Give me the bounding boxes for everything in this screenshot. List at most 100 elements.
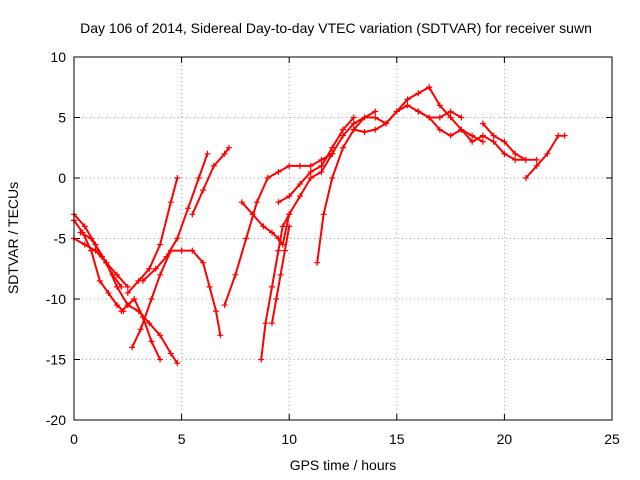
- data-point: [447, 108, 454, 115]
- plot-frame: [73, 56, 613, 421]
- data-point: [210, 162, 217, 169]
- data-point: [318, 168, 325, 175]
- data-point: [426, 84, 433, 91]
- x-tick-label: 5: [178, 431, 186, 447]
- data-point: [555, 132, 562, 139]
- series-line: [316, 110, 377, 264]
- data-point: [479, 132, 486, 139]
- data-point: [329, 175, 336, 181]
- x-tick-label: 20: [497, 431, 513, 447]
- data-point: [98, 253, 105, 260]
- data-point: [436, 102, 443, 109]
- series-line: [180, 249, 222, 337]
- data-point: [275, 199, 282, 206]
- data-point: [167, 199, 174, 206]
- data-point: [447, 132, 454, 139]
- series-line: [73, 237, 129, 288]
- series-1: [71, 211, 181, 367]
- series-6: [129, 247, 185, 351]
- y-axis-label: SDTVAR / TECUs: [5, 182, 21, 294]
- data-point: [88, 235, 95, 242]
- data-point: [96, 277, 103, 284]
- data-point: [522, 156, 529, 163]
- data-point: [249, 211, 256, 218]
- data-point: [174, 360, 181, 367]
- y-tick-label: 5: [58, 110, 66, 126]
- data-point: [268, 229, 275, 236]
- data-point: [167, 350, 174, 357]
- data-point: [522, 175, 529, 181]
- data-point: [415, 108, 422, 115]
- data-point: [157, 271, 164, 278]
- data-point: [479, 120, 486, 127]
- series-line: [417, 110, 538, 161]
- data-point: [281, 247, 288, 254]
- data-point: [320, 211, 327, 218]
- y-tick-label: -20: [46, 412, 66, 428]
- data-point: [275, 168, 282, 175]
- data-point: [273, 296, 280, 302]
- data-point: [512, 156, 519, 163]
- data-point: [383, 120, 390, 127]
- data-point: [340, 132, 346, 139]
- data-point: [221, 302, 228, 309]
- data-point: [200, 187, 207, 194]
- data-point: [350, 126, 357, 133]
- data-point: [195, 175, 202, 181]
- data-point: [258, 356, 265, 363]
- x-tick-label: 0: [70, 431, 78, 447]
- data-point: [393, 108, 400, 115]
- y-tick-label: -10: [46, 291, 66, 307]
- data-point: [318, 162, 325, 169]
- data-point: [152, 265, 159, 272]
- data-point: [296, 193, 303, 200]
- data-point: [479, 138, 486, 145]
- data-point: [124, 289, 131, 296]
- series-7: [124, 175, 181, 296]
- data-point: [340, 144, 346, 151]
- data-point: [137, 326, 144, 333]
- data-point: [329, 144, 336, 151]
- data-point: [253, 199, 260, 206]
- data-point: [221, 150, 228, 157]
- data-point: [157, 356, 164, 363]
- data-point: [318, 156, 325, 163]
- data-point: [163, 253, 170, 260]
- data-point: [286, 211, 293, 218]
- data-point: [436, 114, 443, 121]
- data-point: [268, 320, 275, 327]
- data-point: [426, 114, 433, 121]
- data-point: [262, 320, 269, 327]
- data-point: [350, 120, 357, 127]
- data-point: [458, 126, 465, 133]
- data-point: [469, 138, 476, 145]
- series-21: [479, 120, 529, 163]
- data-point: [329, 150, 336, 157]
- data-point: [174, 175, 181, 181]
- data-point: [404, 96, 411, 103]
- data-point: [139, 277, 146, 284]
- series-line: [277, 116, 355, 204]
- series-22: [522, 132, 568, 181]
- x-tick-label: 10: [281, 431, 297, 447]
- data-point: [81, 241, 88, 248]
- data-point: [350, 114, 357, 121]
- data-point: [544, 150, 551, 157]
- data-point: [109, 271, 116, 278]
- series-5: [118, 296, 164, 363]
- data-point: [279, 223, 286, 230]
- data-point: [286, 223, 293, 230]
- series-11: [221, 150, 336, 309]
- data-point: [118, 308, 125, 315]
- data-point: [260, 223, 267, 230]
- data-point: [81, 223, 88, 230]
- data-point: [286, 162, 293, 169]
- data-point: [124, 283, 131, 290]
- data-point: [447, 114, 454, 121]
- data-point: [148, 296, 155, 302]
- data-point: [146, 265, 153, 272]
- data-point: [189, 247, 196, 254]
- data-series: [71, 84, 568, 367]
- data-point: [146, 320, 153, 327]
